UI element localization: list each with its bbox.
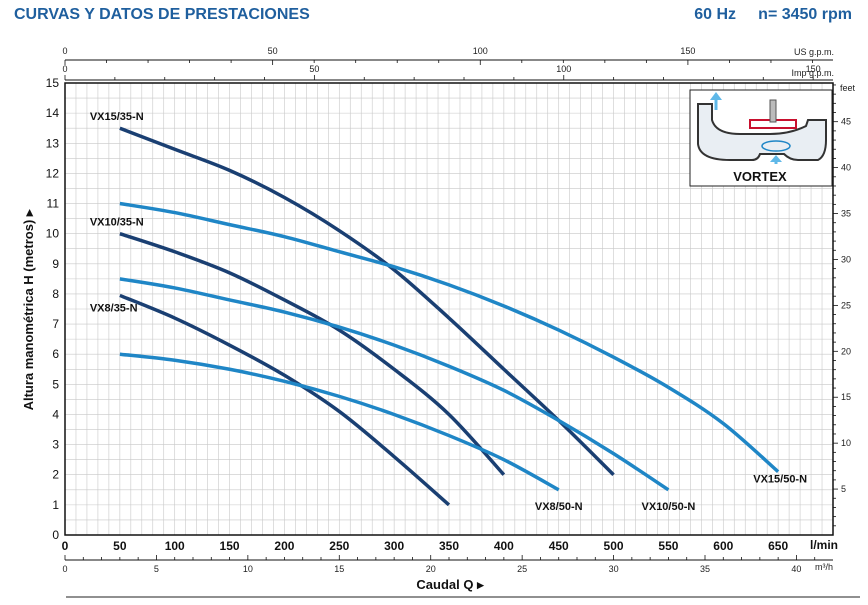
usgpm-tick-label: 50 [268,46,278,56]
x-tick-label: 100 [165,539,185,553]
chart-frame [64,82,834,536]
x-tick-label: 150 [220,539,240,553]
y-tick-label: 0 [52,528,59,542]
x-tick-label: 500 [604,539,624,553]
x-tick-label: 50 [113,539,127,553]
x-tick-label: 550 [658,539,678,553]
feet-tick-label: 10 [841,438,851,448]
m3h-tick-label: 20 [426,564,436,574]
frequency-label: 60 Hz [694,6,736,23]
x-tick-label: 200 [274,539,294,553]
x-m3h-unit: m³/h [815,562,833,572]
m3h-tick-label: 25 [517,564,527,574]
series-line-vx8-35-n [119,293,451,507]
plot-border [64,82,834,536]
series-line-vx8-50-n [119,352,560,492]
series-line-vx15-35-n [119,126,615,476]
impgpm-tick-label: 100 [556,64,571,74]
y-tick-label: 5 [52,377,59,391]
m3h-tick-label: 0 [62,564,67,574]
x-tick-label: 300 [384,539,404,553]
series-label-vx8-50-n: VX8/50-N [535,501,583,513]
series-label-vx15-50-n: VX15/50-N [753,474,807,486]
x-tick-label: 450 [549,539,569,553]
x-tick-label: 400 [494,539,514,553]
y-tick-label: 8 [52,287,59,301]
y-tick-label: 12 [46,166,60,180]
feet-tick-label: 30 [841,254,851,264]
vortex-inset: VORTEX [689,89,833,187]
y-tick-label: 10 [46,227,60,241]
series-label-vx10-35-n: VX10/35-N [90,217,144,229]
m3h-tick-label: 10 [243,564,253,574]
right-feet-unit: feet [840,83,856,93]
usgpm-tick-label: 100 [473,46,488,56]
m3h-tick-label: 15 [334,564,344,574]
y-tick-label: 13 [46,136,60,150]
top-usgpm-unit: US g.p.m. [794,47,834,57]
y-tick-label: 14 [46,106,60,120]
y-tick-label: 9 [52,257,59,271]
m3h-tick-label: 30 [609,564,619,574]
x-tick-label: 0 [62,539,69,553]
y-axis-label: Altura manométrica H (metros) ▸ [21,208,36,410]
top-impgpm-unit: Imp g.p.m. [791,68,834,78]
series-label-vx15-35-n: VX15/35-N [90,111,144,123]
vortex-impeller-icon [697,92,827,164]
feet-tick-label: 25 [841,300,851,310]
x-tick-label: 250 [329,539,349,553]
y-tick-label: 6 [52,347,59,361]
speed-label: n= 3450 rpm [758,6,852,23]
vortex-label: VORTEX [733,169,787,184]
series-label-vx8-35-n: VX8/35-N [90,302,138,314]
m3h-tick-label: 5 [154,564,159,574]
impgpm-tick-label: 150 [806,64,821,74]
axis-units: US g.p.m. Imp g.p.m. feet l/min m³/h Cau… [21,47,856,592]
m3h-tick-label: 40 [791,564,801,574]
y-tick-label: 7 [52,317,59,331]
feet-tick-label: 45 [841,117,851,127]
x-tick-label: 650 [768,539,788,553]
feet-tick-label: 5 [841,484,846,494]
series-line-vx10-50-n [119,277,670,492]
m3h-tick-label: 35 [700,564,710,574]
x-tick-label: 600 [713,539,733,553]
feet-tick-label: 15 [841,392,851,402]
x-tick-label: 350 [439,539,459,553]
feet-tick-label: 40 [841,163,851,173]
series-label-vx10-50-n: VX10/50-N [642,501,696,513]
usgpm-tick-label: 150 [680,46,695,56]
y-tick-label: 4 [52,407,59,421]
impgpm-tick-label: 0 [62,64,67,74]
y-tick-label: 1 [52,498,59,512]
feet-tick-label: 20 [841,346,851,356]
feet-tick-label: 35 [841,209,851,219]
y-tick-label: 15 [46,76,60,90]
page-title: CURVAS Y DATOS DE PRESTACIONES [14,6,310,23]
x-axis-label: Caudal Q ▸ [416,577,485,592]
usgpm-tick-label: 0 [62,46,67,56]
y-tick-label: 3 [52,438,59,452]
chart-series: VX15/35-N VX10/35-N VX8/35-N VX15/50-N VX10/… [90,111,807,513]
series-line-vx15-50-n [119,201,780,474]
impgpm-tick-label: 50 [309,64,319,74]
y-tick-label: 11 [47,197,60,211]
y-tick-label: 2 [52,468,59,482]
x-lmin-unit: l/min [810,538,838,552]
